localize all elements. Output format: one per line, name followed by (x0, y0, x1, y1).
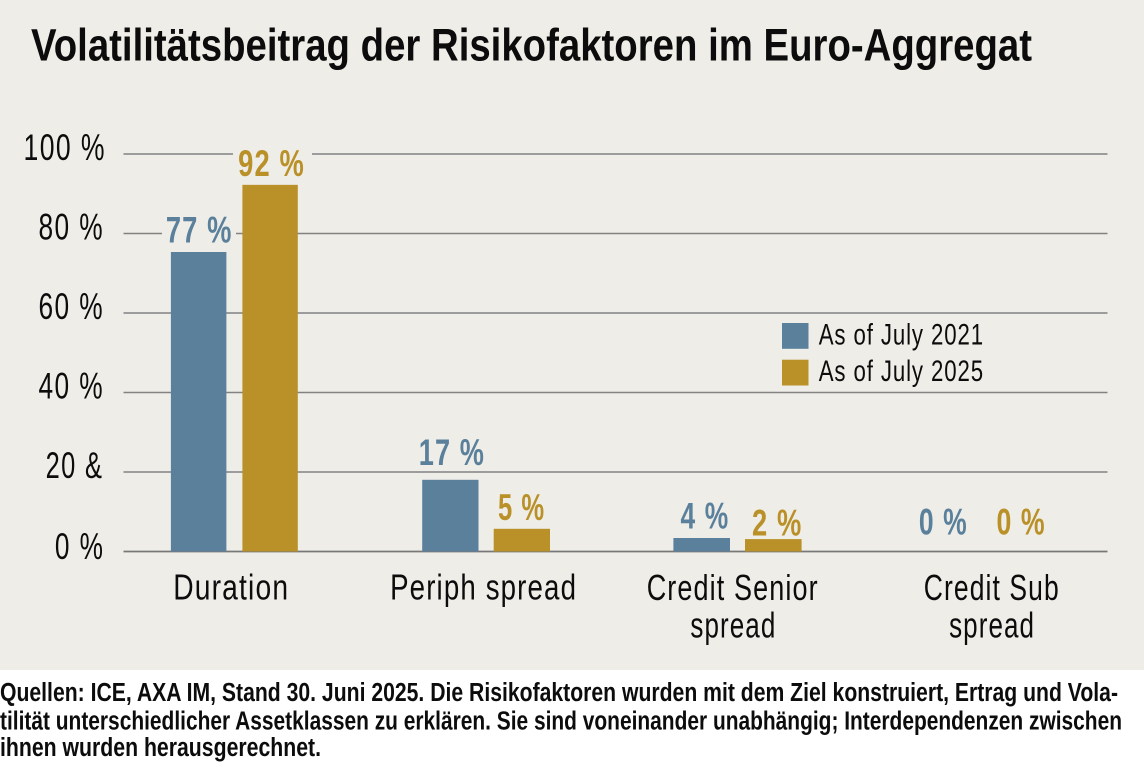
svg-text:Credit Senior: Credit Senior (647, 567, 819, 608)
svg-text:0 %: 0 % (997, 501, 1046, 542)
svg-text:80 %: 80 % (39, 206, 105, 248)
svg-text:spread: spread (949, 604, 1035, 645)
svg-text:tilität unterschiedlicher Asse: tilität unterschiedlicher Assetklassen z… (0, 708, 1122, 736)
svg-text:77 %: 77 % (166, 210, 233, 251)
svg-text:Duration: Duration (173, 567, 289, 608)
svg-text:92 %: 92 % (238, 143, 305, 184)
svg-text:17 %: 17 % (419, 432, 485, 473)
svg-text:Periph spread: Periph spread (390, 567, 577, 608)
svg-text:As of July 2025: As of July 2025 (819, 355, 984, 388)
svg-text:2 %: 2 % (752, 502, 802, 543)
svg-text:Volatilitätsbeitrag der Risiko: Volatilitätsbeitrag der Risikofaktoren i… (31, 20, 1032, 71)
svg-text:100 %: 100 % (24, 126, 107, 168)
svg-text:Credit Sub: Credit Sub (924, 567, 1060, 608)
svg-text:60 %: 60 % (39, 285, 105, 327)
svg-text:spread: spread (690, 604, 776, 645)
svg-text:20 &: 20 & (46, 444, 104, 486)
svg-text:ihnen wurden herausgerechnet.: ihnen wurden herausgerechnet. (0, 734, 321, 762)
svg-text:5 %: 5 % (498, 487, 545, 528)
svg-text:0 %: 0 % (55, 525, 104, 567)
svg-text:0 %: 0 % (919, 501, 968, 542)
svg-text:4 %: 4 % (681, 496, 730, 537)
svg-text:Quellen: ICE, AXA IM, Stand 30: Quellen: ICE, AXA IM, Stand 30. Juni 202… (0, 679, 1118, 707)
svg-text:As of July 2021: As of July 2021 (819, 319, 984, 352)
svg-text:40 %: 40 % (39, 365, 105, 407)
